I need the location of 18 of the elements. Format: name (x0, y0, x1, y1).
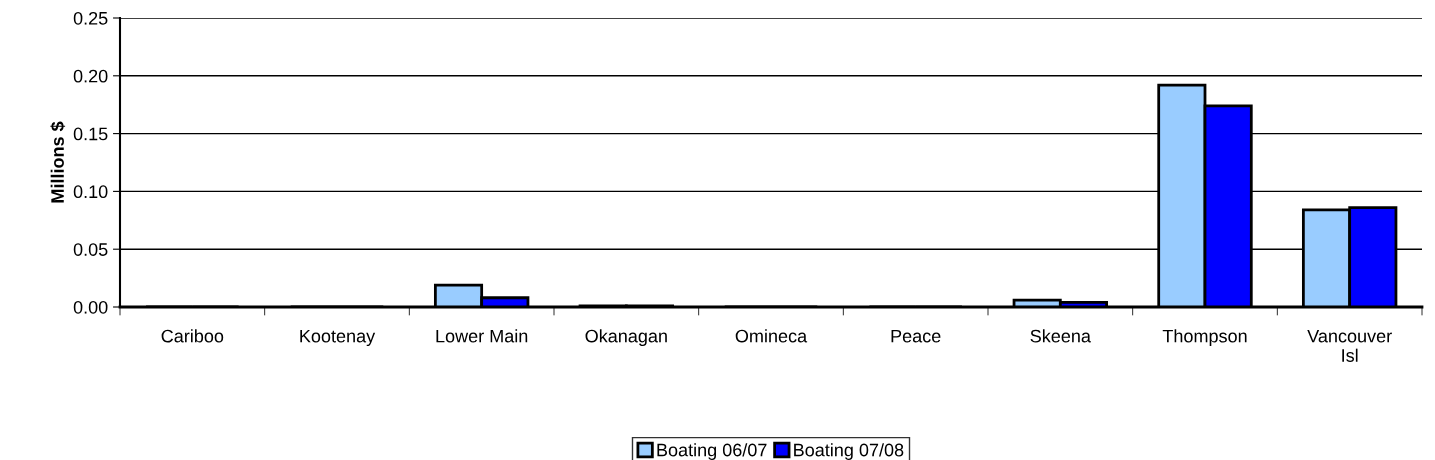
y-tick-label: 0.05 (73, 243, 108, 256)
x-tick-label: Vancouver Isl (1307, 329, 1392, 362)
x-tick-label: Peace (891, 329, 941, 343)
x-tick-label: Cariboo (161, 329, 224, 343)
x-tick-label: Omineca (735, 329, 808, 343)
y-tick-label: 0.25 (73, 11, 108, 25)
y-tick-label: 0.15 (73, 127, 108, 141)
x-tick-label: Okanagan (585, 329, 667, 347)
y-tick-label: 0.10 (73, 185, 108, 199)
x-tick-label: Skeena (1030, 329, 1091, 343)
y-tick-label: 0.00 (73, 300, 108, 314)
y-axis-title: Millions $ (50, 121, 66, 203)
y-tick-label: 0.20 (73, 69, 108, 83)
legend-label: Boating 06/07 (657, 443, 767, 460)
x-tick-label: Thompson (1162, 329, 1247, 347)
x-tick-label: Lower Main (436, 329, 528, 343)
x-tick-label: Kootenay (300, 329, 376, 347)
legend-label: Boating 07/08 (794, 443, 904, 460)
